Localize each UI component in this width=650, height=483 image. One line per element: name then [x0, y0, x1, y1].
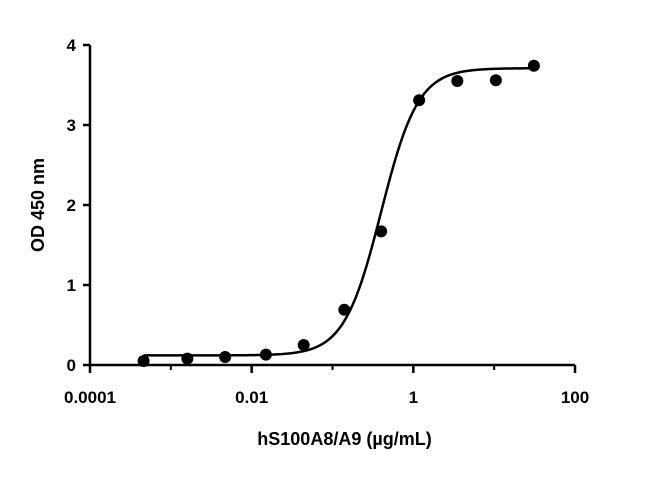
- data-point: [413, 94, 426, 107]
- axes: [83, 43, 577, 373]
- data-point: [375, 225, 388, 238]
- data-point: [259, 348, 272, 361]
- labels-layer: 0 1 2 3 4 0.0001 0.01 1 100 hS100A8/A9 (µg/mL) OD …: [28, 36, 589, 449]
- y-axis-title: OD 450 nm: [28, 158, 48, 252]
- data-point: [219, 351, 232, 363]
- data-point: [451, 75, 464, 87]
- y-tick-label: 4: [67, 36, 77, 55]
- x-axis-title: hS100A8/A9 (µg/mL): [257, 429, 431, 449]
- y-tick-label: 1: [67, 276, 76, 295]
- data-point: [137, 355, 150, 367]
- x-tick-label: 1: [409, 388, 418, 407]
- x-tick-label: 0.0001: [64, 388, 116, 407]
- data-point: [181, 352, 194, 365]
- data-point: [489, 74, 502, 87]
- y-tick-label: 0: [67, 356, 76, 375]
- data-point: [338, 303, 351, 316]
- data-points-layer: [137, 59, 540, 367]
- data-point: [527, 59, 540, 72]
- fit-curve-layer: [143, 67, 534, 357]
- x-tick-label: 0.01: [235, 388, 268, 407]
- y-tick-label: 3: [67, 116, 76, 135]
- data-point: [297, 339, 310, 351]
- y-tick-label: 2: [67, 196, 76, 215]
- x-tick-label: 100: [561, 388, 589, 407]
- fit-curve: [143, 67, 534, 357]
